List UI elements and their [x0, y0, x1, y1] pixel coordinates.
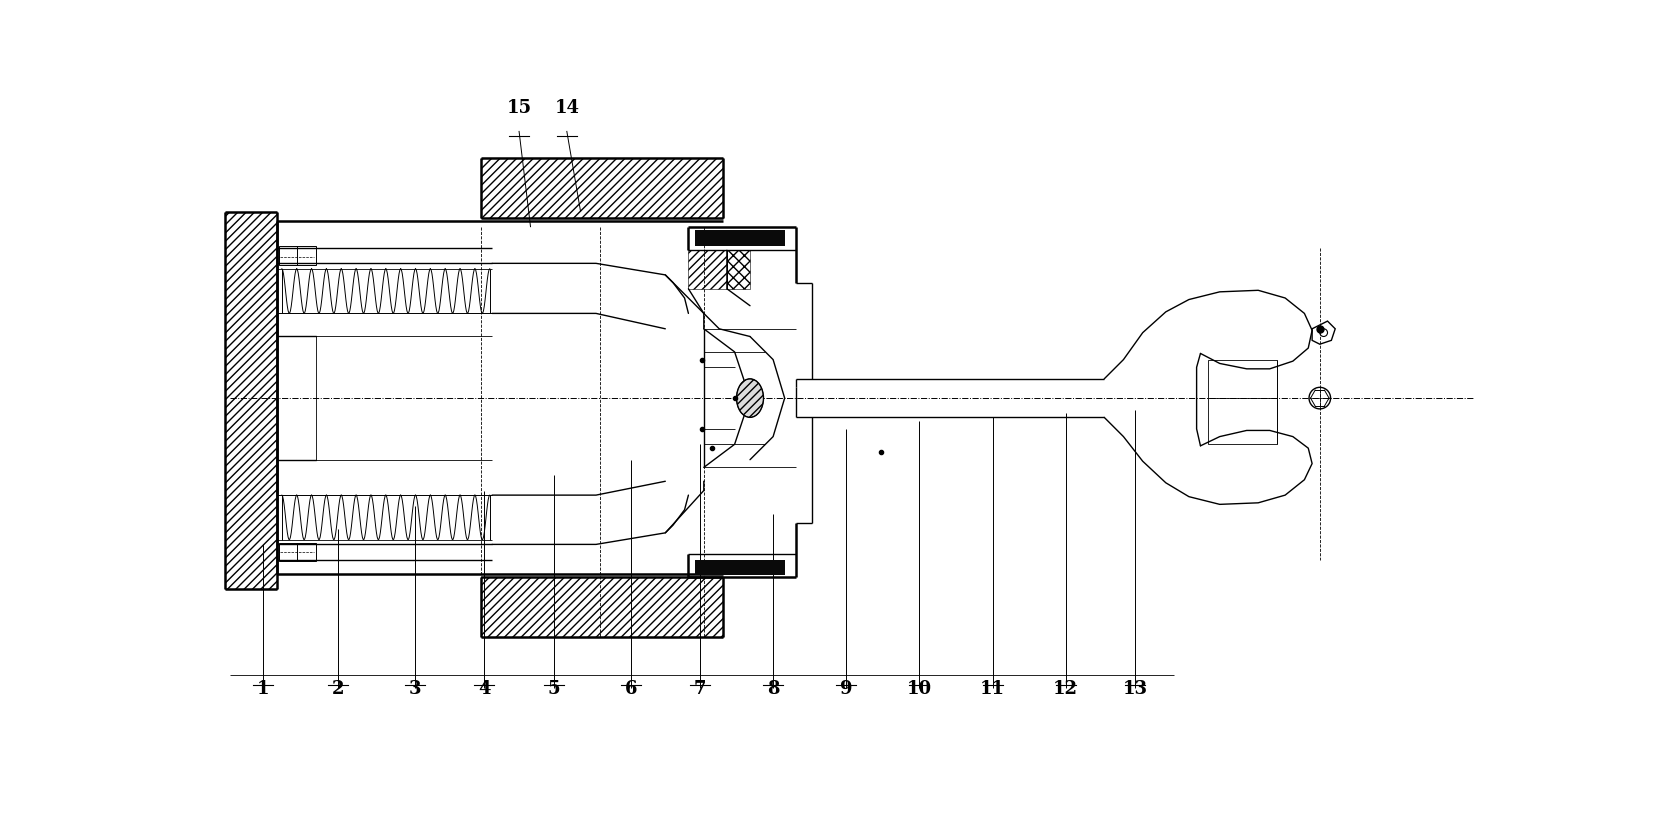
- Bar: [225, 212, 278, 589]
- Text: 3: 3: [409, 681, 422, 698]
- Text: 7: 7: [693, 681, 707, 698]
- Text: 1: 1: [257, 681, 270, 698]
- Ellipse shape: [736, 379, 763, 417]
- Bar: [278, 246, 316, 265]
- Text: 4: 4: [478, 681, 490, 698]
- Text: 2: 2: [331, 681, 344, 698]
- Bar: [1208, 359, 1278, 444]
- Bar: [688, 250, 727, 289]
- Text: 15: 15: [506, 99, 531, 117]
- Text: 6: 6: [624, 681, 637, 698]
- Text: 12: 12: [1053, 681, 1077, 698]
- Text: 8: 8: [766, 681, 780, 698]
- Text: 13: 13: [1122, 681, 1147, 698]
- Text: 14: 14: [554, 99, 579, 117]
- Text: 11: 11: [980, 681, 1005, 698]
- Bar: [695, 560, 786, 575]
- Text: 9: 9: [841, 681, 852, 698]
- Text: 10: 10: [907, 681, 932, 698]
- Bar: [480, 158, 723, 218]
- Bar: [278, 543, 316, 562]
- Bar: [727, 250, 750, 289]
- Text: 5: 5: [548, 681, 559, 698]
- Bar: [695, 231, 786, 245]
- Bar: [480, 577, 723, 637]
